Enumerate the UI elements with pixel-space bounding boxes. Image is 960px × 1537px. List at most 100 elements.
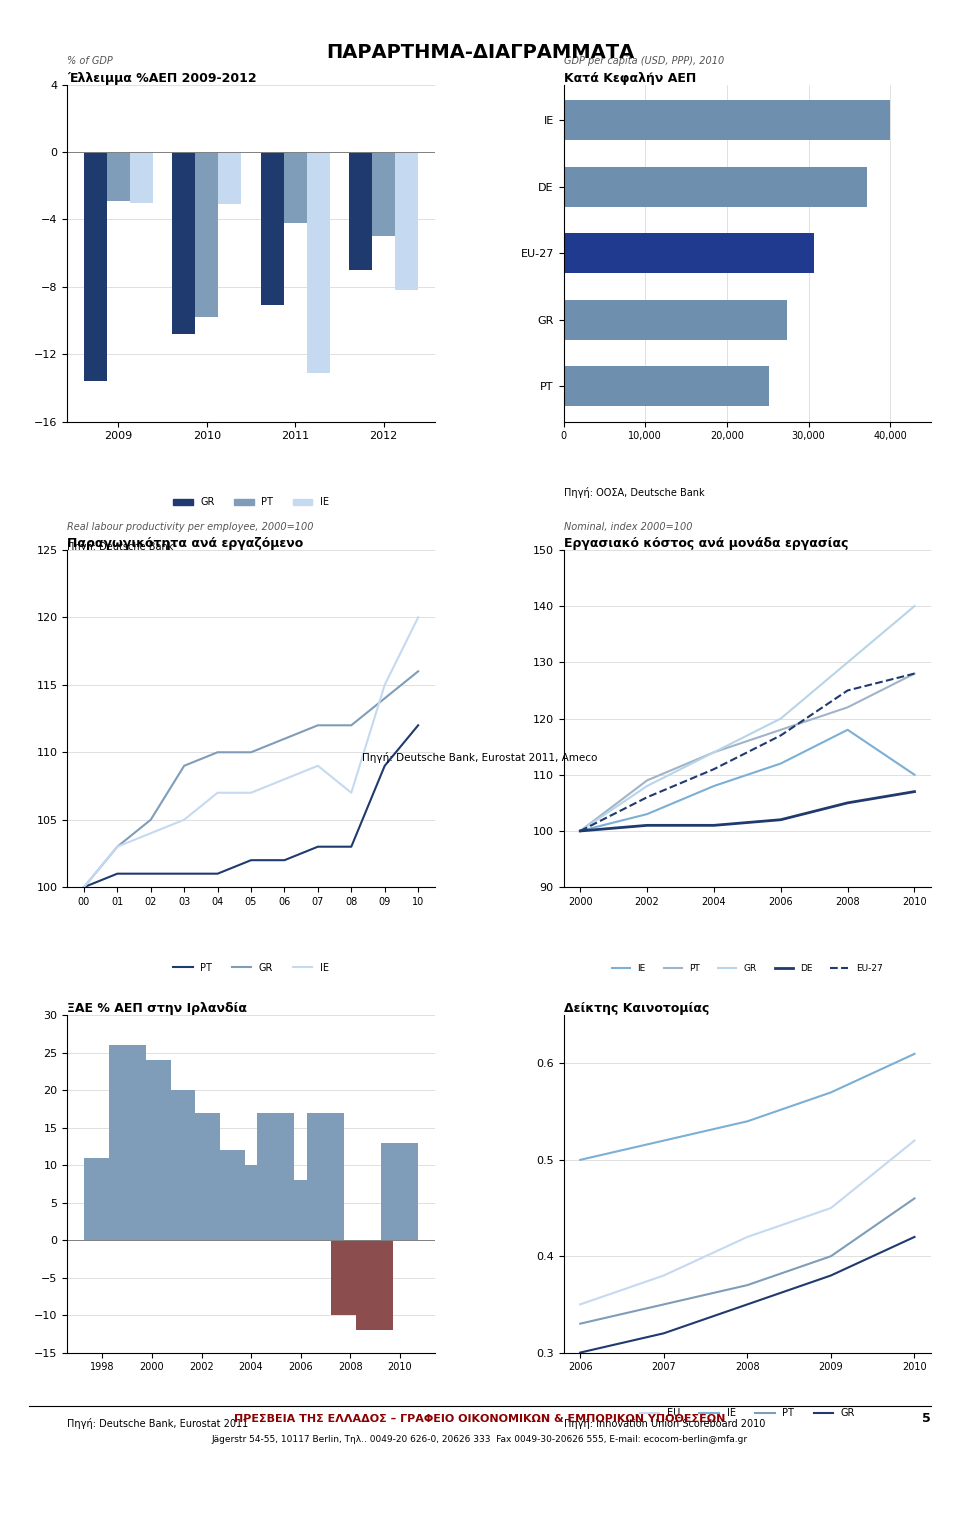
EU [574,1296,586,1314]
DE [842,793,853,812]
EU-27 [641,788,653,807]
DE [708,816,720,835]
PT [574,822,586,841]
PT [346,838,357,856]
Bar [284,152,307,223]
Bar [232,1165,270,1240]
GR [379,689,391,707]
IE [775,755,786,773]
IE [574,822,586,841]
PT [909,664,921,682]
Bar [107,152,130,201]
Text: ΠΑΡΑΡΤΗΜΑ-ΔΙΑΓΡΑΜΜΑΤΑ: ΠΑΡΑΡΤΗΜΑ-ΔΙΑΓΡΑΜΜΑΤΑ [325,43,635,61]
IE [826,1084,837,1102]
Bar [564,366,769,406]
Bar [564,100,890,140]
DE [574,822,586,841]
GR [658,1323,669,1342]
IE [641,805,653,824]
GR [909,596,921,615]
Bar [261,152,284,306]
IE [278,770,290,788]
Bar [133,1061,171,1240]
Legend: PT, GR, IE: PT, GR, IE [169,959,333,976]
PT [641,772,653,790]
GR [775,710,786,729]
IE [842,721,853,739]
GR [312,716,324,735]
EU-27 [708,759,720,778]
Bar [396,152,419,290]
Line: GR: GR [84,672,419,887]
IE [312,756,324,775]
PT [245,851,256,870]
IE [179,810,190,828]
Bar [257,1113,295,1240]
IE [574,1151,586,1170]
Text: Πηγή: Deutsche Bank, Eurostat 2011, Ameco: Πηγή: Deutsche Bank, Eurostat 2011, Amec… [362,752,598,762]
IE [245,784,256,802]
Line: IE: IE [580,1054,915,1160]
GR [842,653,853,672]
Bar [183,1113,220,1240]
PT [574,1314,586,1333]
EU-27 [775,725,786,744]
Text: Έλλειμμα %ΑΕΠ 2009-2012: Έλλειμμα %ΑΕΠ 2009-2012 [67,72,257,85]
Bar [282,1180,319,1240]
EU [909,1131,921,1150]
EU-27 [909,664,921,682]
IE [111,838,123,856]
Text: % of GDP: % of GDP [67,57,113,66]
Bar [307,1113,344,1240]
Bar [372,152,396,237]
Line: GR: GR [580,606,915,832]
Line: EU-27: EU-27 [580,673,915,832]
Text: Εργασιακό κόστος ανά μονάδα εργασίας: Εργασιακό κόστος ανά μονάδα εργασίας [564,536,848,550]
Line: IE: IE [84,618,419,887]
GR [245,742,256,761]
Line: GR: GR [580,1237,915,1353]
GR [574,822,586,841]
Bar [331,1240,369,1316]
PT [842,698,853,716]
GR [413,662,424,681]
Text: 5: 5 [923,1411,931,1425]
IE [909,1045,921,1064]
GR [742,1296,754,1314]
Legend: IE, PT, GR, DE, EU-27: IE, PT, GR, DE, EU-27 [609,961,886,978]
PT [179,864,190,882]
GR [708,742,720,761]
Bar [158,1090,195,1240]
IE [708,776,720,795]
Bar [564,234,814,274]
Line: PT: PT [580,1199,915,1323]
GR [145,810,156,828]
Bar [564,300,787,340]
PT [312,838,324,856]
Text: Πηγή: Deutsche Bank, Eurostat 2011: Πηγή: Deutsche Bank, Eurostat 2011 [67,1417,249,1429]
IE [742,1113,754,1131]
DE [909,782,921,801]
GR [826,1266,837,1285]
Text: GDP per capita (USD, PPP), 2010: GDP per capita (USD, PPP), 2010 [564,57,724,66]
Text: Πηγή: Deutsche Bank: Πηγή: Deutsche Bank [67,541,174,552]
EU-27 [574,822,586,841]
EU [826,1199,837,1217]
IE [379,676,391,695]
Bar [564,166,867,206]
Text: Nominal, index 2000=100: Nominal, index 2000=100 [564,521,692,532]
Bar [84,1157,121,1240]
Text: ΞΑΕ % ΑΕΠ στην Ιρλανδία: ΞΑΕ % ΑΕΠ στην Ιρλανδία [67,1002,248,1016]
Bar [195,152,218,317]
Bar [84,152,107,381]
PT [379,756,391,775]
Legend: GR, PT, IE: GR, PT, IE [169,493,333,512]
PT [111,864,123,882]
GR [278,730,290,749]
Line: DE: DE [580,792,915,832]
PT [909,1190,921,1208]
PT [826,1247,837,1265]
GR [641,776,653,795]
Line: PT: PT [580,673,915,832]
IE [145,824,156,842]
